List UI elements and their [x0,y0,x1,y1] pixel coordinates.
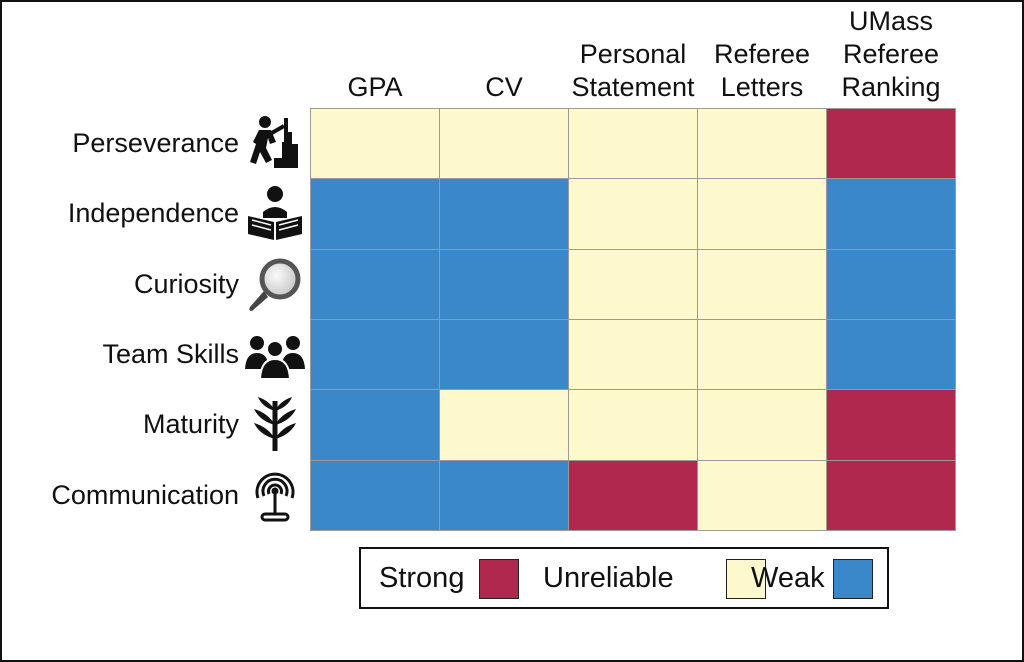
cell-maturity-referee-letters [697,389,827,461]
cell-communication-cv [439,459,569,531]
row-label-maturity: Maturity [142,409,239,440]
cell-curiosity-gpa [310,248,440,320]
cell-perseverance-referee-letters [697,108,827,180]
legend: Strong Unreliable Weak [359,547,889,609]
broadcast-antenna-icon [244,464,306,526]
cell-perseverance-gpa [310,108,440,180]
heatmap-grid [310,108,956,531]
cell-team-skills-gpa [310,318,440,391]
cell-independence-cv [439,178,569,250]
row-label-curiosity: Curiosity [133,268,239,299]
sprout-icon [244,393,306,455]
row-label-team-skills: Team Skills [102,339,239,370]
legend-label-weak: Weak [751,562,825,594]
legend-swatch-weak [833,559,873,599]
cell-communication-referee-letters [697,459,827,531]
cell-independence-personal-statement [568,178,698,250]
cell-communication-umass-referee-ranking [826,459,956,531]
cell-perseverance-cv [439,108,569,180]
cell-curiosity-cv [439,248,569,320]
cell-curiosity-umass-referee-ranking [826,248,956,320]
row-label-independence: Independence [67,198,239,229]
cell-maturity-gpa [310,389,440,461]
cell-team-skills-umass-referee-ranking [826,318,956,391]
cell-independence-gpa [310,178,440,250]
cell-independence-umass-referee-ranking [826,178,956,250]
cell-team-skills-cv [439,318,569,391]
column-header-personal-statement: Personal Statement [571,39,695,102]
column-header-referee-letters: Referee Letters [713,39,811,102]
cell-communication-gpa [310,459,440,531]
cell-team-skills-personal-statement [568,318,698,391]
cell-maturity-umass-referee-ranking [826,389,956,461]
team-people-icon [244,323,306,385]
legend-swatch-unreliable [726,559,766,599]
column-header-gpa: GPA [347,72,403,102]
cell-independence-referee-letters [697,178,827,250]
reading-person-icon [244,182,306,244]
legend-label-unreliable: Unreliable [543,562,674,594]
column-header-umass-referee-ranking: UMass Referee Ranking [841,6,941,102]
climbing-person-icon [244,112,306,174]
cell-communication-personal-statement [568,459,698,531]
cell-perseverance-umass-referee-ranking [826,108,956,180]
cell-team-skills-referee-letters [697,318,827,391]
cell-maturity-personal-statement [568,389,698,461]
magnifying-glass-icon [244,253,306,315]
legend-label-strong: Strong [379,562,465,594]
cell-maturity-cv [439,389,569,461]
cell-curiosity-referee-letters [697,248,827,320]
row-label-communication: Communication [51,479,239,510]
cell-curiosity-personal-statement [568,248,698,320]
cell-perseverance-personal-statement [568,108,698,180]
row-label-perseverance: Perseverance [72,128,239,159]
legend-swatch-strong [479,559,519,599]
column-header-cv: CV [485,72,523,102]
